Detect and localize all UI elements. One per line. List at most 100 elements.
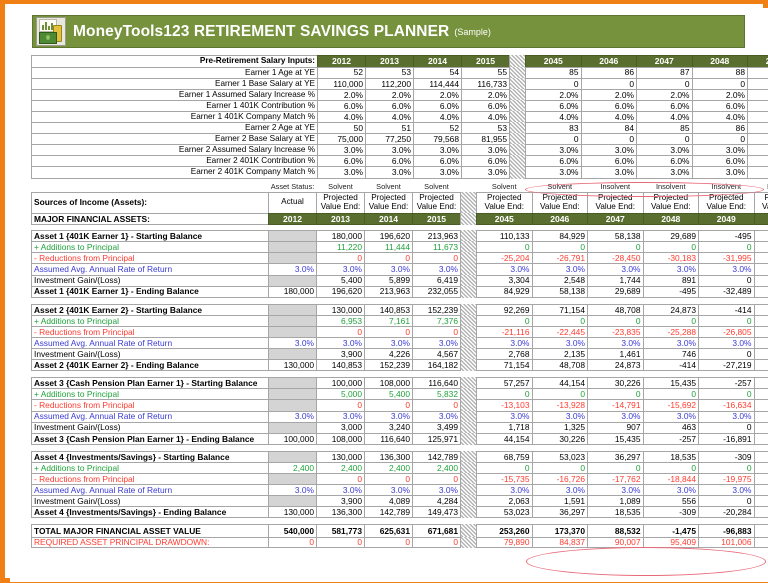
asset-row-label: Asset 1 {401K Earner 1} - Ending Balance bbox=[31, 285, 269, 298]
input-value[interactable]: 3.0% bbox=[413, 166, 462, 179]
column-break-divider bbox=[509, 99, 526, 112]
asset-value[interactable]: -41,431 bbox=[753, 506, 768, 519]
column-break-divider bbox=[509, 166, 526, 179]
asset-value[interactable]: 84,929 bbox=[476, 285, 533, 298]
year-header-2014: 2014 bbox=[364, 212, 413, 226]
asset-value[interactable]: 125,971 bbox=[412, 432, 461, 445]
asset-actual-value[interactable]: 130,000 bbox=[268, 506, 317, 519]
input-value[interactable]: 3.0% bbox=[317, 166, 366, 179]
table-row: Asset 1 {401K Earner 1} - Starting Balan… bbox=[31, 230, 768, 243]
asset-value[interactable]: 24,873 bbox=[587, 359, 644, 372]
input-value[interactable]: 3.0% bbox=[365, 166, 414, 179]
asset-value[interactable]: -55,597 bbox=[753, 359, 768, 372]
asset-value[interactable]: 53,023 bbox=[476, 506, 533, 519]
column-break-divider bbox=[460, 241, 477, 254]
column-break-divider bbox=[460, 388, 477, 401]
asset-value[interactable]: 196,620 bbox=[316, 285, 365, 298]
asset-value[interactable]: 71,154 bbox=[476, 359, 533, 372]
asset-value[interactable]: -414 bbox=[642, 359, 699, 372]
asset-status-value: Insolvent bbox=[600, 182, 631, 192]
asset-value[interactable]: 152,239 bbox=[364, 359, 413, 372]
column-break-divider bbox=[509, 133, 526, 146]
asset-value[interactable]: -309 bbox=[642, 506, 699, 519]
asset-value[interactable]: 142,789 bbox=[364, 506, 413, 519]
table-row: Earner 1 Base Salary at YE 110,000 112,200… bbox=[31, 77, 768, 90]
column-break-divider bbox=[460, 314, 477, 327]
table-row: Asset 2 {401K Earner 2} - Ending Balance… bbox=[31, 359, 768, 372]
drawdown-value: 84,837 bbox=[531, 536, 588, 549]
input-value[interactable]: 3.0% bbox=[525, 166, 582, 179]
asset-value[interactable]: 108,000 bbox=[316, 432, 365, 445]
asset-actual-value[interactable]: 100,000 bbox=[268, 432, 317, 445]
drawdown-value: 79,890 bbox=[476, 536, 533, 549]
column-break-divider bbox=[509, 144, 526, 157]
asset-value[interactable]: 58,138 bbox=[531, 285, 588, 298]
asset-value[interactable]: 36,297 bbox=[531, 506, 588, 519]
asset-row-label: Asset 2 {401K Earner 2} - Ending Balance bbox=[31, 359, 269, 372]
column-break-divider bbox=[509, 88, 526, 101]
table-row: + Additions to Principal 5,000 5,400 5,832 0… bbox=[31, 388, 768, 401]
input-value[interactable]: 3.0% bbox=[461, 166, 510, 179]
total-value: 88,532 bbox=[587, 524, 644, 538]
asset-value[interactable]: 116,640 bbox=[364, 432, 413, 445]
asset-value[interactable]: 30,226 bbox=[531, 432, 588, 445]
total-annotation-ellipse bbox=[526, 547, 766, 576]
input-value[interactable]: 3.0% bbox=[580, 166, 637, 179]
asset-status-value: Solvent bbox=[424, 182, 449, 192]
asset-value[interactable]: 18,535 bbox=[587, 506, 644, 519]
sample-tag: (Sample) bbox=[454, 26, 491, 37]
asset-value[interactable]: 149,473 bbox=[412, 506, 461, 519]
table-row: Asset 3 {Cash Pension Plan Earner 1} - S… bbox=[31, 377, 768, 390]
asset-value[interactable]: -34,500 bbox=[753, 432, 768, 445]
input-value[interactable]: 3.0% bbox=[691, 166, 748, 179]
column-break-divider bbox=[460, 421, 477, 434]
column-break-divider bbox=[460, 399, 477, 412]
asset-value[interactable]: -16,891 bbox=[698, 432, 755, 445]
input-value[interactable]: 3.0% bbox=[747, 166, 768, 179]
column-break-divider bbox=[460, 506, 477, 519]
asset-value[interactable]: -32,489 bbox=[698, 285, 755, 298]
input-value[interactable]: 3.0% bbox=[636, 166, 693, 179]
total-value: 173,370 bbox=[531, 524, 588, 538]
table-row: Asset 1 {401K Earner 1} - Ending Balance… bbox=[31, 285, 768, 298]
asset-value[interactable]: -495 bbox=[642, 285, 699, 298]
drawdown-value: 90,007 bbox=[587, 536, 644, 549]
asset-value[interactable]: 164,182 bbox=[412, 359, 461, 372]
asset-value[interactable]: 232,055 bbox=[412, 285, 461, 298]
asset-value[interactable]: 44,154 bbox=[476, 432, 533, 445]
asset-value[interactable]: -66,361 bbox=[753, 285, 768, 298]
column-break-divider bbox=[460, 450, 477, 463]
asset-value[interactable]: 136,300 bbox=[316, 506, 365, 519]
column-break-divider bbox=[460, 191, 477, 214]
total-value: -197,890 bbox=[753, 524, 768, 538]
asset-status-value: Solvent bbox=[376, 182, 401, 192]
asset-value[interactable]: -27,219 bbox=[698, 359, 755, 372]
drawdown-value: 0 bbox=[412, 536, 461, 549]
table-row: Earner 1 401K Contribution % 6.0% 6.0% 6.0%… bbox=[31, 99, 768, 112]
year-header-2012: 2012 bbox=[268, 212, 317, 226]
asset-value[interactable]: 15,435 bbox=[587, 432, 644, 445]
total-value: 625,631 bbox=[364, 524, 413, 538]
column-break-divider bbox=[460, 325, 477, 338]
column-break-divider bbox=[460, 252, 477, 265]
drawdown-value: 0 bbox=[364, 536, 413, 549]
asset-actual-value[interactable]: 180,000 bbox=[268, 285, 317, 298]
asset-value[interactable]: 140,853 bbox=[316, 359, 365, 372]
asset-row-label: Asset 3 {Cash Pension Plan Earner 1} - E… bbox=[31, 432, 269, 445]
asset-actual-value[interactable]: 130,000 bbox=[268, 359, 317, 372]
table-row: Assumed Avg. Annual Rate of Return 3.0% 3.… bbox=[31, 410, 768, 423]
asset-value[interactable]: 48,708 bbox=[531, 359, 588, 372]
asset-value[interactable]: -257 bbox=[642, 432, 699, 445]
asset-value[interactable]: -20,284 bbox=[698, 506, 755, 519]
asset-value[interactable]: 213,963 bbox=[364, 285, 413, 298]
asset-value[interactable]: 29,689 bbox=[587, 285, 644, 298]
year-header-2048: 2048 bbox=[642, 212, 699, 226]
app-title-bar: MoneyTools123 RETIREMENT SAVINGS PLANNER… bbox=[32, 15, 745, 48]
table-row: Assumed Avg. Annual Rate of Return 3.0% 3.… bbox=[31, 484, 768, 497]
table-row: Assumed Avg. Annual Rate of Return 3.0% 3.… bbox=[31, 263, 768, 276]
